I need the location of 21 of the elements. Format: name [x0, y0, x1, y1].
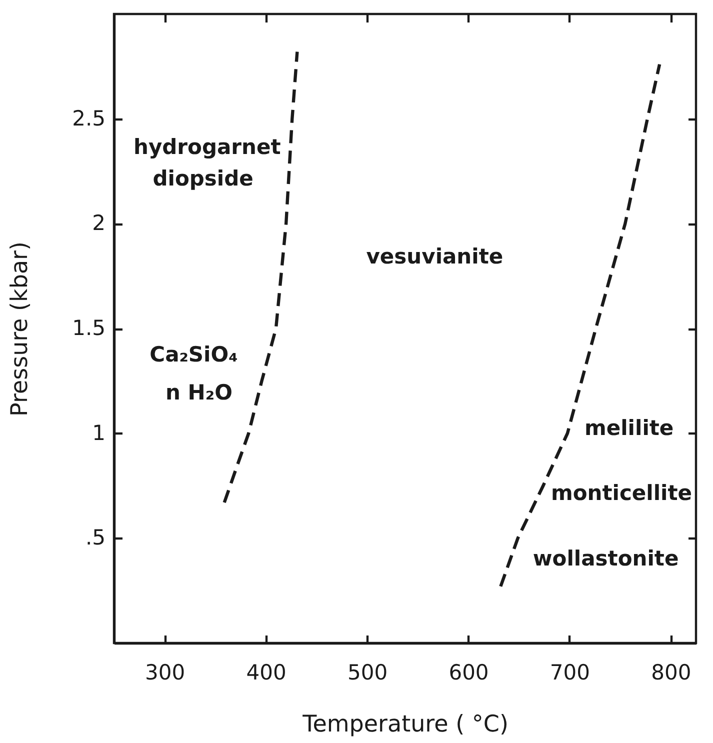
- annotation: hydrogarnet: [133, 134, 281, 159]
- annotation: diopside: [152, 166, 254, 190]
- x-axis-title: Temperature ( °C): [302, 712, 508, 738]
- annotation: n H₂O: [166, 380, 232, 404]
- annotation: wollastonite: [532, 546, 679, 570]
- y-axis-title: Pressure (kbar): [7, 242, 34, 416]
- y-tick-label: 1.5: [72, 316, 106, 340]
- y-tick-label: 1: [92, 420, 106, 445]
- x-tick-label: 400: [246, 660, 286, 684]
- annotation: Ca₂SiO₄: [150, 342, 238, 367]
- x-tick-label: 600: [448, 660, 489, 684]
- x-tick-label: 500: [347, 660, 388, 684]
- annotation: monticellite: [550, 480, 692, 505]
- annotation: vesuvianite: [366, 244, 504, 268]
- y-tick-label: 2: [92, 211, 106, 236]
- y-tick-label: .5: [85, 526, 106, 550]
- annotation: melilite: [584, 416, 674, 440]
- x-tick-label: 700: [550, 660, 590, 684]
- x-tick-label: 800: [651, 660, 692, 684]
- x-tick-label: 300: [145, 660, 186, 684]
- y-tick-label: 2.5: [72, 106, 106, 130]
